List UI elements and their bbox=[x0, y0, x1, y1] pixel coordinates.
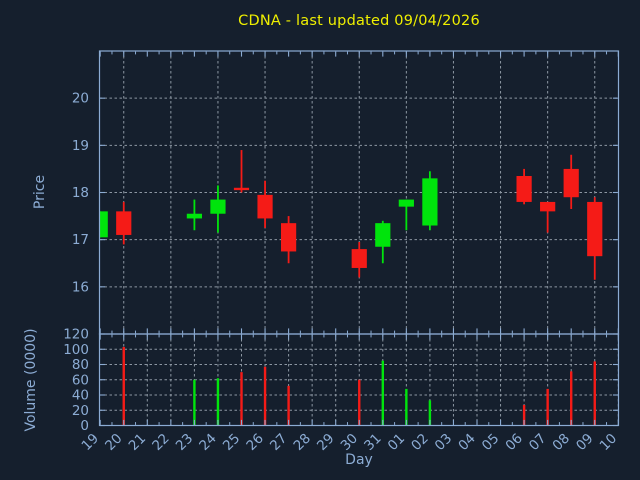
volume-tick-label: 80 bbox=[72, 357, 89, 373]
candle-day-08 bbox=[563, 154, 579, 210]
x-tick-label-day-31: 31 bbox=[361, 431, 384, 454]
x-tick-label-day-21: 21 bbox=[126, 431, 149, 454]
x-tick-label-day-09: 09 bbox=[573, 431, 596, 454]
candle-day-02 bbox=[422, 171, 438, 231]
candle-day-20 bbox=[116, 201, 132, 245]
x-tick-label-day-26: 26 bbox=[243, 431, 266, 454]
volume-bars bbox=[122, 346, 596, 425]
price-axis-label: Price bbox=[32, 174, 48, 210]
candle-day-23 bbox=[186, 199, 202, 231]
volume-tick-label: 20 bbox=[72, 403, 89, 419]
x-tick-label-day-08: 08 bbox=[550, 431, 573, 454]
x-tick-label-day-28: 28 bbox=[291, 431, 314, 454]
candle-body bbox=[375, 223, 391, 247]
price-tick-label: 16 bbox=[72, 279, 89, 295]
x-tick-label-day-29: 29 bbox=[314, 431, 337, 454]
volume-tick-label: 40 bbox=[72, 388, 89, 404]
x-tick-label-day-01: 01 bbox=[385, 431, 408, 454]
candle-day-01 bbox=[398, 199, 414, 231]
candle-body bbox=[398, 199, 414, 207]
price-tick-label: 19 bbox=[72, 138, 89, 154]
candle-body bbox=[281, 223, 297, 252]
price-tick-label: 17 bbox=[72, 232, 89, 248]
x-tick-label-day-02: 02 bbox=[408, 431, 431, 454]
x-tick-label-day-03: 03 bbox=[432, 431, 455, 454]
x-tick-label-day-20: 20 bbox=[102, 431, 125, 454]
candle-day-24 bbox=[210, 185, 226, 233]
candle-body bbox=[351, 249, 367, 268]
volume-bar-day-07 bbox=[546, 388, 549, 425]
x-tick-label-day-19: 19 bbox=[79, 431, 102, 454]
candle-day-07 bbox=[540, 201, 556, 233]
tick-marks bbox=[99, 51, 619, 427]
panel-frames bbox=[98, 50, 620, 427]
x-tick-label-day-07: 07 bbox=[526, 431, 549, 454]
volume-bar-day-08 bbox=[570, 371, 573, 425]
candle-body bbox=[186, 213, 202, 219]
volume-bar-day-23 bbox=[193, 379, 196, 425]
candle-day-19 bbox=[99, 211, 108, 238]
volume-tick-label: 60 bbox=[72, 372, 89, 388]
volume-bar-day-26 bbox=[263, 366, 267, 425]
candle-day-09 bbox=[587, 197, 603, 280]
price-tick-label: 18 bbox=[72, 185, 89, 201]
candle-day-31 bbox=[375, 220, 391, 264]
volume-tick-label: 100 bbox=[63, 342, 89, 358]
x-tick-label-day-30: 30 bbox=[338, 431, 361, 454]
candle-body bbox=[587, 201, 603, 257]
candle-day-25 bbox=[233, 150, 250, 193]
x-tick-label-day-25: 25 bbox=[220, 431, 243, 454]
volume-tick-label: 0 bbox=[80, 418, 89, 434]
volume-bar-day-06 bbox=[522, 404, 526, 425]
candlesticks bbox=[99, 150, 603, 280]
x-tick-label-day-23: 23 bbox=[173, 431, 196, 454]
volume-bar-day-25 bbox=[240, 372, 243, 425]
x-tick-label-day-04: 04 bbox=[455, 431, 478, 454]
x-tick-label-day-22: 22 bbox=[149, 431, 172, 454]
gridlines bbox=[99, 51, 619, 426]
volume-axis-label: Volume (0000) bbox=[23, 328, 39, 432]
candle-body bbox=[257, 194, 273, 219]
chart-title: CDNA - last updated 09/04/2026 bbox=[238, 13, 480, 29]
x-tick-label-day-05: 05 bbox=[479, 431, 502, 454]
x-tick-label-day-24: 24 bbox=[196, 431, 219, 454]
candle-body bbox=[563, 168, 579, 198]
x-tick-label-day-27: 27 bbox=[267, 431, 290, 454]
volume-bar-day-09 bbox=[593, 361, 596, 425]
day-axis-label: Day bbox=[345, 452, 373, 468]
volume-bar-day-01 bbox=[405, 388, 408, 425]
volume-bar-day-02 bbox=[428, 400, 432, 425]
candle-day-06 bbox=[516, 168, 532, 205]
candle-body bbox=[422, 178, 438, 226]
volume-bar-day-20 bbox=[122, 346, 125, 425]
volume-bar-day-27 bbox=[287, 385, 290, 425]
candle-day-26 bbox=[257, 180, 273, 228]
price-tick-label: 20 bbox=[72, 91, 89, 107]
volume-bar-day-24 bbox=[216, 378, 220, 425]
volume-bar-day-30 bbox=[358, 379, 361, 425]
volume-bar-day-31 bbox=[381, 360, 384, 425]
candle-body bbox=[516, 175, 532, 202]
x-tick-label-day-10: 10 bbox=[597, 431, 620, 454]
candle-body bbox=[210, 199, 226, 214]
candle-day-27 bbox=[281, 216, 297, 264]
candle-day-30 bbox=[351, 242, 367, 278]
x-tick-label-day-06: 06 bbox=[502, 431, 525, 454]
candle-body bbox=[233, 187, 250, 191]
candle-body bbox=[540, 201, 556, 212]
volume-tick-label: 120 bbox=[63, 327, 89, 343]
volume-panel-frame bbox=[98, 333, 620, 427]
candle-body bbox=[116, 211, 132, 235]
candle-body bbox=[99, 211, 108, 238]
